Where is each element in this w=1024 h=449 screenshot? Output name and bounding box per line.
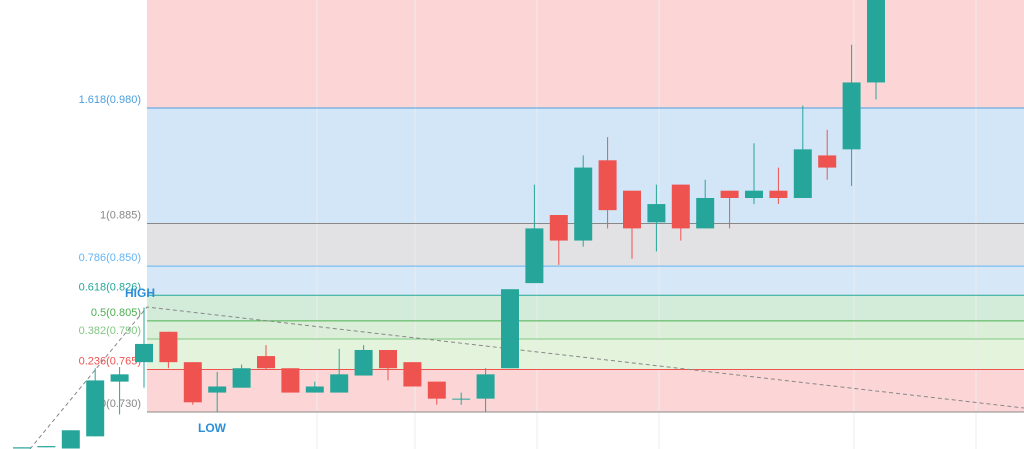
candle-body <box>452 398 471 400</box>
candle-body <box>720 190 739 198</box>
candle-body <box>745 190 763 198</box>
candle-body <box>842 82 861 150</box>
fib-level-label: 1.618(0.980) <box>79 94 141 106</box>
fib-zone <box>147 320 1024 340</box>
fib-zone <box>147 266 1024 296</box>
candle-body <box>793 149 812 198</box>
candle-body <box>110 374 129 382</box>
candle-body <box>501 289 519 369</box>
candle-body <box>281 368 300 393</box>
fib-zone <box>147 369 1024 413</box>
fib-level-label: 0.618(0.826) <box>79 281 141 293</box>
candle-body <box>647 204 666 223</box>
fib-zone <box>147 0 1024 108</box>
candle-body <box>403 362 422 387</box>
candle-body <box>623 190 641 229</box>
candle-body <box>13 447 31 449</box>
candle-body <box>354 350 373 376</box>
fib-level-label: 0(0.730) <box>100 398 141 410</box>
candle-body <box>183 362 202 403</box>
candle-body <box>427 381 446 399</box>
low-label: LOW <box>198 421 227 435</box>
fib-level-label: 0.382(0.790) <box>79 325 141 337</box>
candles <box>13 0 885 449</box>
high-label: HIGH <box>125 286 155 300</box>
candle-body <box>549 215 568 241</box>
candle-body <box>135 343 153 363</box>
fib-level-label: 0.236(0.765) <box>79 355 141 367</box>
candle-body <box>476 374 495 399</box>
candle-body <box>159 331 178 363</box>
candle-body <box>208 386 227 393</box>
trend-line <box>29 306 1024 449</box>
candle-body <box>61 430 80 449</box>
candle-body <box>525 228 544 284</box>
candle-body <box>671 184 690 229</box>
fib-zone <box>147 339 1024 370</box>
candle-body <box>330 374 349 393</box>
fib-level-label: 1(0.885) <box>100 210 141 222</box>
candle-body <box>769 190 788 198</box>
fib-zone <box>147 295 1024 321</box>
candle-body <box>257 356 275 369</box>
fib-zones <box>147 0 1024 413</box>
candle-body <box>232 368 251 388</box>
fib-level-label: 0.5(0.805) <box>91 307 141 319</box>
candle-body <box>598 160 617 211</box>
candle-body <box>818 155 837 168</box>
candle-body <box>37 446 56 448</box>
candle-body <box>867 0 885 83</box>
fib-level-label: 0.786(0.850) <box>79 252 141 264</box>
candle-body <box>379 350 397 369</box>
candle-body <box>696 197 715 229</box>
candle-body <box>86 380 105 437</box>
candle-body <box>574 167 593 241</box>
candle-body <box>305 386 324 393</box>
